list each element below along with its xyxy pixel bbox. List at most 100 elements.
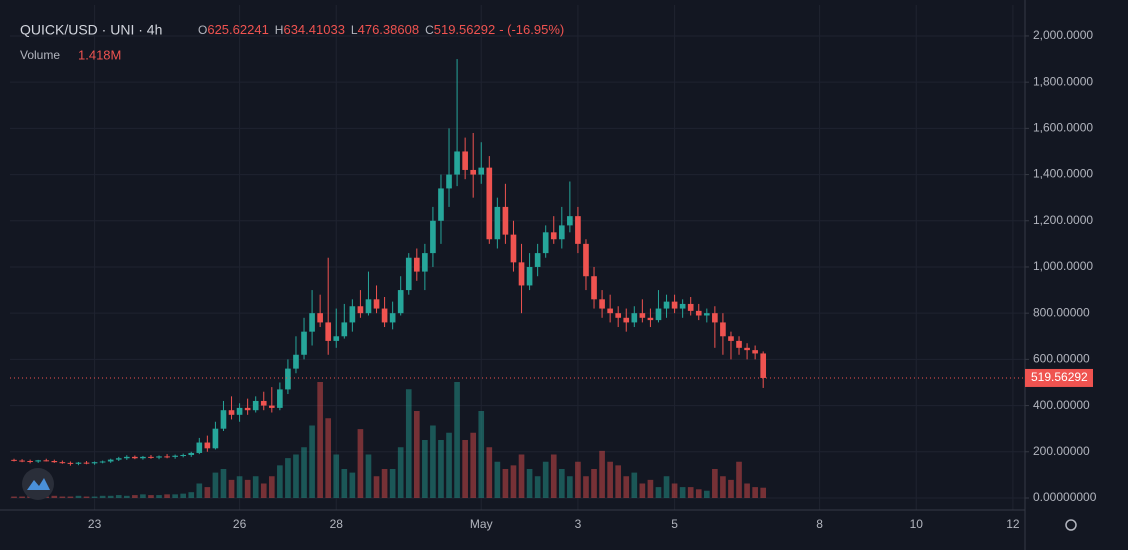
candle-body (293, 354, 299, 369)
volume-bar (623, 476, 630, 498)
volume-bar (19, 496, 25, 498)
symbol-title: QUICK/USD · UNI · 4h (20, 22, 162, 38)
candle-body (744, 347, 750, 351)
candle-body (454, 151, 460, 175)
candle-body (550, 232, 557, 240)
candle-body (615, 313, 622, 318)
candle-body (220, 410, 227, 429)
candle-body (381, 308, 388, 323)
candle-body (736, 340, 742, 348)
candle-body (341, 322, 348, 337)
volume-bar (550, 454, 557, 498)
ohlc-value: 476.38608 (358, 22, 419, 37)
candle-body (663, 301, 670, 309)
y-tick-label: 400.00000 (1033, 398, 1090, 412)
volume-bar (591, 468, 597, 498)
gear[interactable] (1065, 519, 1077, 531)
y-tick-label: 0.00000000 (1033, 490, 1097, 504)
ohlc-value: 634.41033 (283, 22, 344, 37)
candle-body (365, 299, 372, 314)
volume-bar (413, 410, 420, 498)
y-tick-label: 200.00000 (1033, 444, 1090, 458)
last-price-label: 519.56292 (1031, 370, 1088, 384)
volume-bar (83, 496, 90, 498)
volume-bar (462, 439, 468, 498)
candle-body (317, 313, 323, 323)
volume-bar (236, 476, 243, 498)
candle-body (446, 174, 452, 189)
volume-bar (140, 494, 146, 498)
volume-bar (107, 495, 114, 498)
volume-bar (744, 483, 750, 498)
volume-bar (567, 476, 573, 498)
candle-body (591, 276, 597, 300)
candle-body (277, 389, 283, 408)
candle-body (502, 206, 509, 235)
candle-body (703, 313, 710, 316)
volume-bar (341, 468, 348, 498)
volume-title: Volume (20, 48, 60, 62)
candles (11, 59, 767, 466)
candle-body (413, 257, 420, 272)
candle-body (204, 442, 211, 449)
last-price-box (1025, 368, 1093, 387)
candle-body (607, 308, 613, 314)
y-tick-label: 1,600.0000 (1033, 121, 1093, 135)
candle-body (470, 169, 477, 175)
volume-bar (470, 432, 477, 498)
candle-body (309, 313, 315, 332)
candle-body (148, 456, 154, 458)
candle-body (494, 206, 501, 240)
candle-body (107, 459, 114, 462)
volume-bar (204, 487, 211, 498)
x-tick-label: 26 (233, 517, 247, 531)
grid (10, 5, 1025, 510)
settings-icon[interactable] (1065, 519, 1077, 531)
volume-bar (220, 468, 227, 498)
x-tick-label: 5 (671, 517, 678, 531)
candle-body (695, 310, 702, 316)
volume-bar (502, 468, 509, 498)
volume-bar (486, 447, 493, 498)
volume-bar (317, 381, 323, 498)
volume-bar (333, 454, 340, 498)
volume-bar (99, 495, 106, 498)
y-tick-label: 1,200.0000 (1033, 213, 1093, 227)
candle-body (687, 303, 694, 311)
candle-body (422, 253, 428, 272)
candle-body (357, 306, 364, 314)
volume-bar (712, 468, 718, 498)
candle-body (575, 216, 581, 244)
x-tick-label: 10 (910, 517, 924, 531)
volume-bar (405, 389, 412, 498)
candle-body (285, 368, 291, 390)
volume-bar (720, 476, 726, 498)
volume-bar (695, 489, 702, 498)
candle-body (180, 455, 187, 457)
volume-bar (252, 476, 259, 498)
volume-bar (115, 495, 122, 498)
volume-bar (156, 495, 162, 498)
volume-bar (663, 476, 670, 498)
volume-bar (228, 479, 235, 498)
volume-bar (164, 494, 170, 498)
volume-bar (389, 468, 396, 498)
candle-body (260, 400, 267, 406)
volume-bar (373, 476, 380, 498)
volume-bar (575, 461, 581, 498)
candle-body (164, 456, 170, 458)
ohlc-value: 625.62241 (207, 22, 268, 37)
candle-body (518, 262, 525, 286)
volume-bar (91, 496, 98, 498)
volume-bar (647, 479, 654, 498)
volume-bar (172, 494, 178, 498)
ohlc-key: O (198, 23, 207, 37)
x-tick-label: 8 (816, 517, 823, 531)
candle-body (59, 462, 66, 464)
candle-body (639, 313, 646, 318)
volume-bar (631, 472, 638, 498)
volume-bar (454, 381, 460, 498)
candle-body (99, 461, 106, 463)
candle-body (75, 462, 82, 464)
